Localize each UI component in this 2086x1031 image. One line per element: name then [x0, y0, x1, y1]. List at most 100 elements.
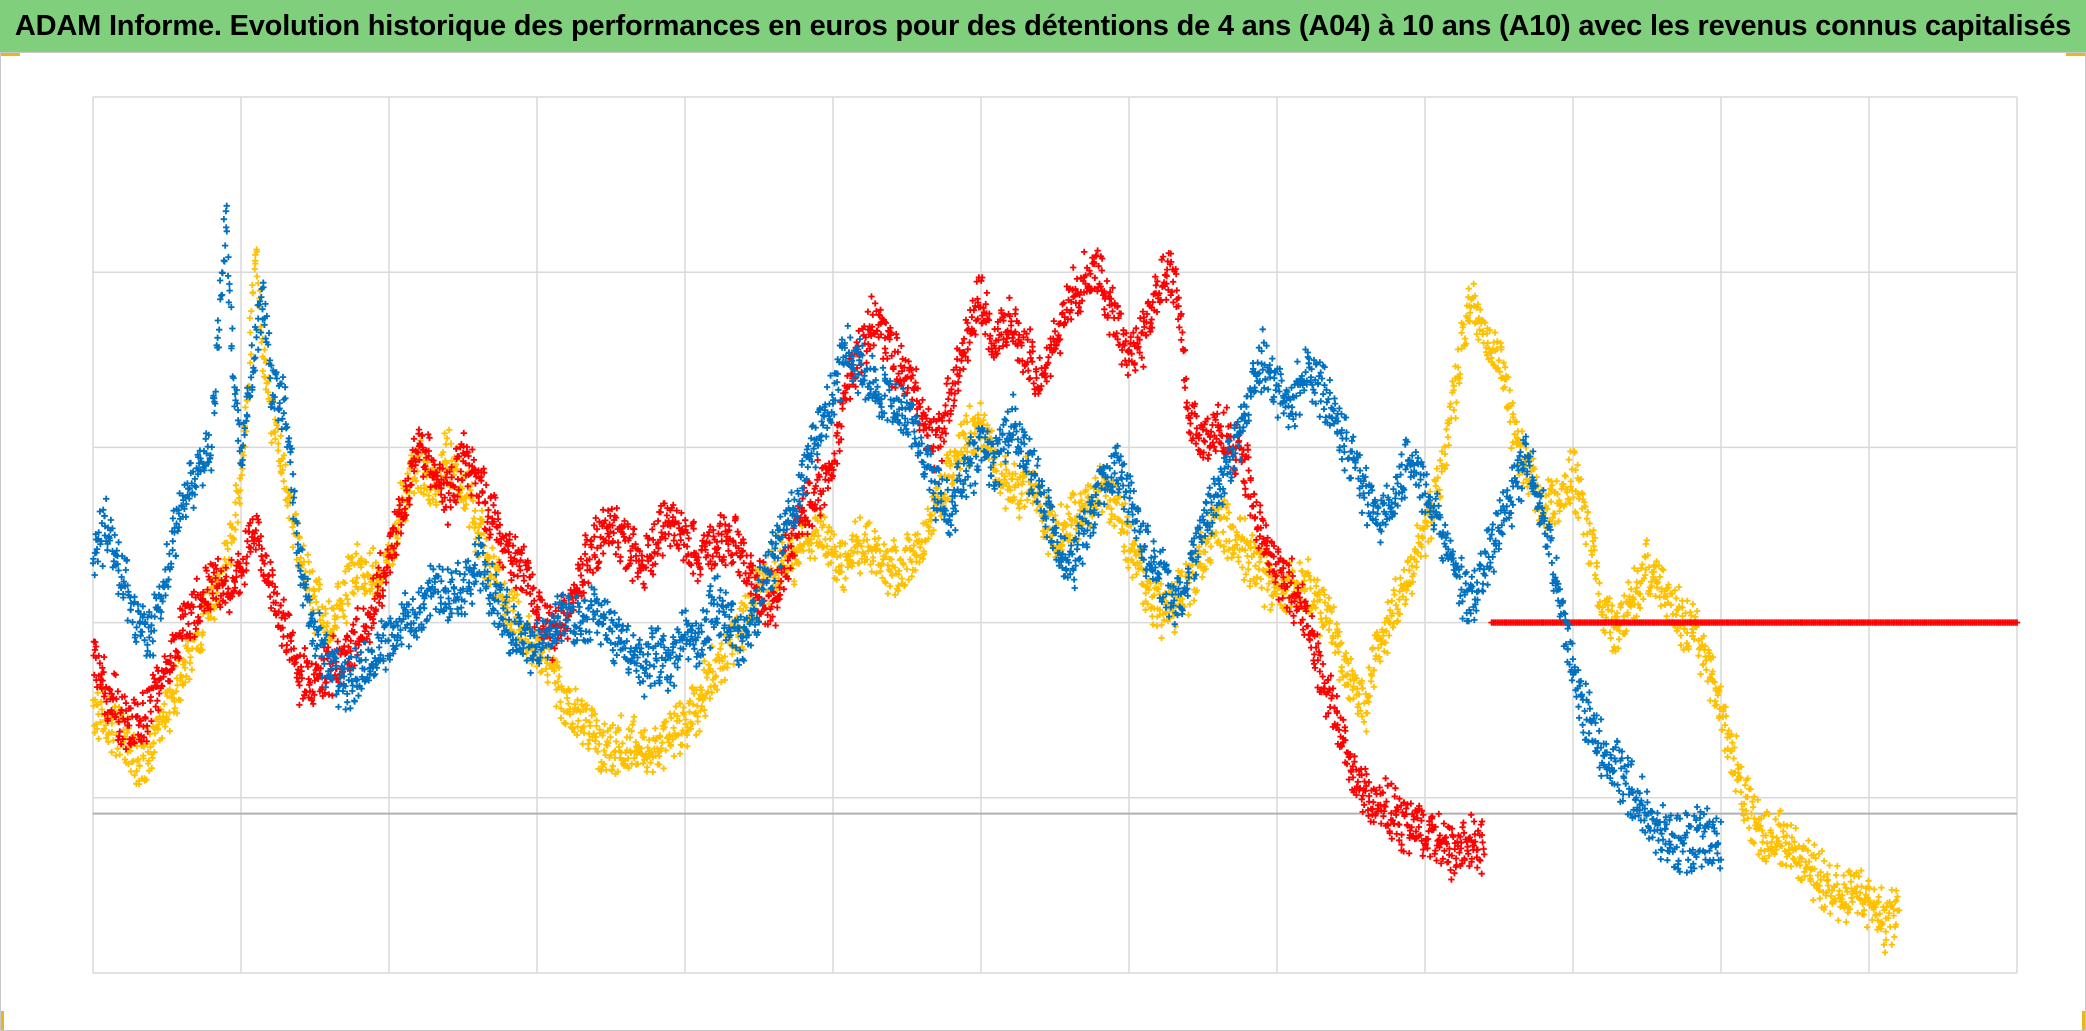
- data-point: [1494, 338, 1501, 345]
- data-point: [173, 688, 180, 695]
- data-point: [330, 605, 337, 613]
- data-point: [877, 568, 884, 575]
- data-point: [1314, 576, 1321, 583]
- data-point: [977, 400, 984, 407]
- data-point: [1011, 460, 1018, 468]
- data-point: [462, 501, 470, 508]
- data-point: [742, 604, 750, 611]
- data-point: [572, 685, 579, 693]
- data-point: [1178, 568, 1185, 575]
- data-point: [1750, 804, 1757, 811]
- data-point: [823, 543, 831, 550]
- data-point: [426, 434, 433, 442]
- data-point: [644, 764, 651, 771]
- data-point: [333, 624, 340, 631]
- data-point: [1185, 611, 1192, 619]
- data-point: [358, 555, 365, 562]
- data-point: [339, 607, 346, 614]
- data-point: [273, 590, 281, 597]
- data-point: [1359, 685, 1366, 692]
- data-point: [94, 725, 101, 733]
- data-point: [555, 673, 563, 680]
- data-point: [615, 544, 622, 551]
- data-point: [1608, 602, 1616, 609]
- data-point: [475, 523, 483, 531]
- data-point: [1893, 887, 1900, 894]
- data-point: [701, 706, 708, 714]
- data-point: [1639, 561, 1646, 568]
- data-point: [1893, 897, 1900, 904]
- data-point: [313, 598, 320, 606]
- data-point: [837, 552, 844, 559]
- data-point: [863, 556, 871, 563]
- data-point: [846, 395, 854, 403]
- data-point: [980, 416, 987, 424]
- data-point: [971, 430, 978, 438]
- data-point: [483, 481, 490, 489]
- data-point: [886, 583, 894, 590]
- data-point: [888, 556, 895, 563]
- data-point: [520, 572, 527, 580]
- data-point: [352, 579, 360, 587]
- data-point: [105, 738, 112, 746]
- data-point: [652, 725, 659, 732]
- data-point: [879, 560, 886, 567]
- data-point: [339, 600, 346, 607]
- data-point: [689, 720, 696, 728]
- data-point: [1338, 668, 1346, 675]
- data-point: [1810, 897, 1817, 904]
- data-point: [586, 722, 594, 729]
- data-point: [689, 570, 697, 577]
- data-point: [962, 435, 969, 442]
- data-point: [1082, 486, 1089, 494]
- data-point: [709, 668, 716, 675]
- data-point: [1675, 583, 1683, 591]
- data-point: [808, 536, 815, 543]
- data-point: [686, 697, 694, 705]
- data-point: [506, 598, 513, 605]
- data-point: [353, 574, 361, 581]
- data-point: [667, 542, 674, 550]
- data-point: [868, 293, 875, 300]
- data-point: [721, 653, 729, 660]
- data-point: [555, 664, 563, 671]
- data-point: [711, 682, 719, 689]
- data-point: [225, 585, 232, 592]
- data-point: [1106, 497, 1114, 504]
- corner-accent-top-right: [2066, 52, 2086, 56]
- data-point: [468, 481, 475, 488]
- data-point: [1145, 586, 1153, 594]
- data-point: [1252, 562, 1259, 570]
- data-point: [875, 535, 882, 542]
- data-point: [237, 487, 244, 494]
- data-point: [717, 645, 724, 653]
- data-point: [925, 405, 932, 413]
- data-point: [1108, 505, 1115, 512]
- data-point: [626, 734, 634, 741]
- data-point: [791, 581, 798, 588]
- data-point: [247, 359, 254, 366]
- data-point: [808, 548, 815, 555]
- data-point: [692, 709, 699, 717]
- data-point: [640, 734, 648, 741]
- data-point: [247, 351, 255, 358]
- data-point: [575, 717, 582, 724]
- data-point: [580, 723, 588, 730]
- data-point: [682, 517, 689, 524]
- data-point: [718, 640, 725, 647]
- data-point: [676, 717, 683, 725]
- data-point: [1391, 591, 1398, 598]
- data-point: [412, 477, 420, 485]
- data-point: [811, 555, 818, 562]
- data-point: [1156, 606, 1164, 613]
- data-point: [1127, 522, 1135, 529]
- data-point: [1746, 824, 1753, 831]
- data-point: [515, 598, 522, 605]
- data-point: [173, 675, 180, 682]
- data-point: [600, 550, 607, 557]
- data-point: [663, 718, 670, 725]
- data-point: [150, 739, 157, 746]
- data-point: [619, 740, 626, 747]
- data-point: [188, 666, 196, 673]
- data-point: [566, 687, 574, 694]
